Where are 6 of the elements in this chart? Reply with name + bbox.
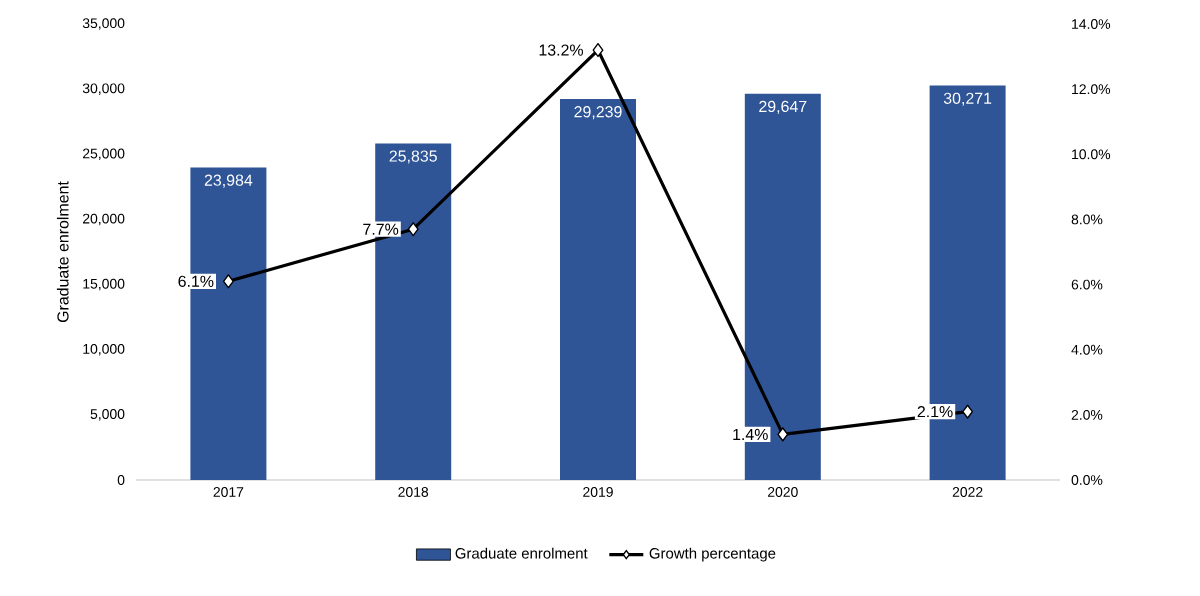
point [407, 222, 419, 237]
bar [560, 99, 637, 480]
point [592, 42, 604, 58]
point [222, 274, 234, 289]
point [962, 404, 974, 419]
point [777, 427, 789, 442]
